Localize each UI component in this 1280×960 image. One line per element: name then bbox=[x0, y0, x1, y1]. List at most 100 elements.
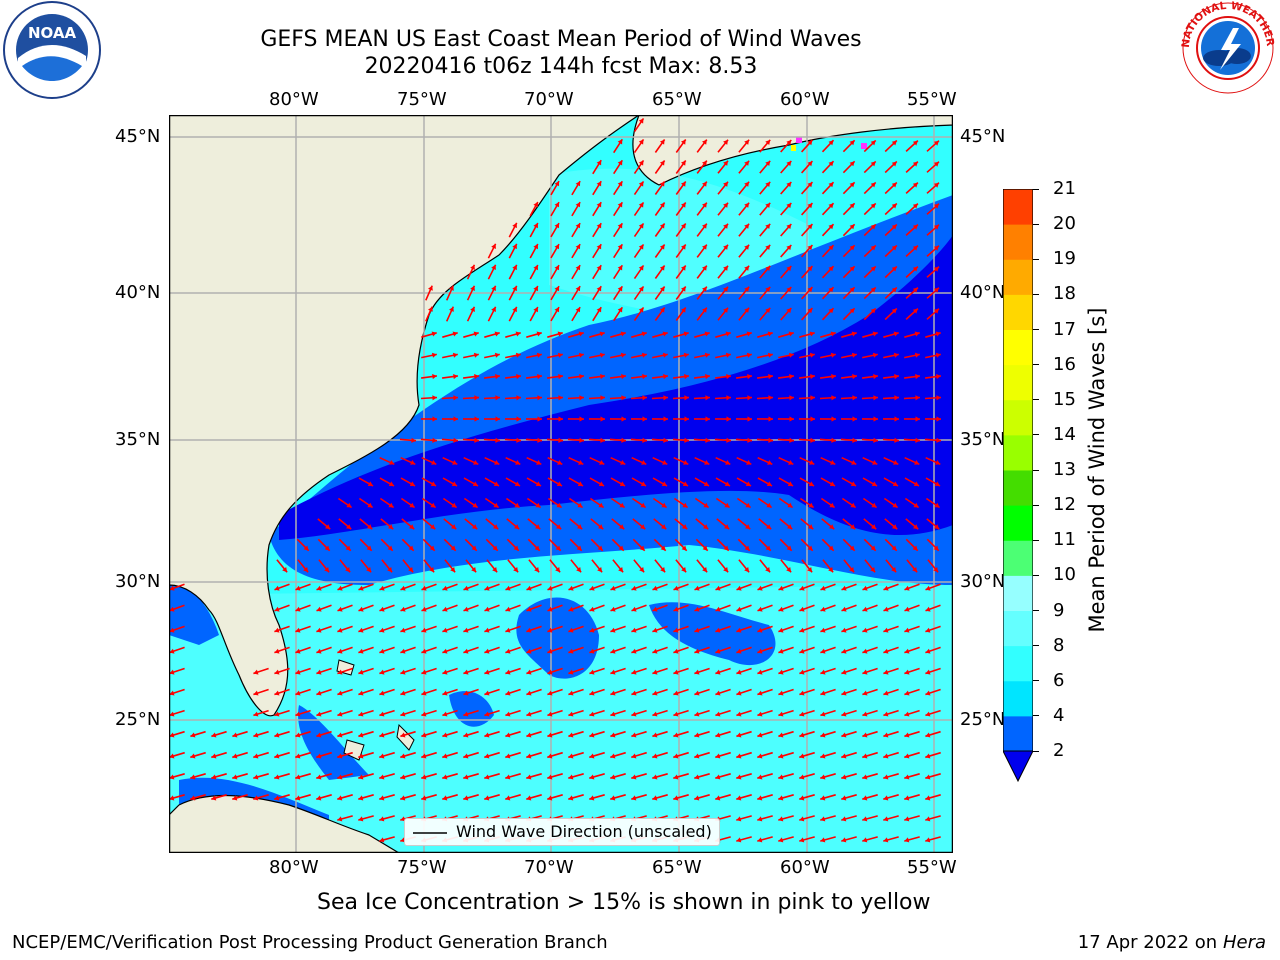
wind-wave-arrow-head bbox=[705, 416, 710, 422]
wind-wave-arrow-head bbox=[703, 502, 709, 508]
wind-wave-arrow-head bbox=[554, 286, 559, 292]
wind-wave-arrow-head bbox=[379, 816, 385, 822]
wind-wave-arrow-head bbox=[736, 732, 742, 738]
wind-wave-arrow-head bbox=[808, 481, 814, 486]
wind-wave-arrow-head bbox=[534, 545, 540, 551]
colorbar-swatch bbox=[1003, 470, 1033, 506]
wind-wave-arrow-head bbox=[915, 416, 920, 422]
wind-wave-arrow-head bbox=[862, 837, 868, 843]
wind-wave-arrow-head bbox=[747, 437, 752, 443]
wind-wave-arrow-head bbox=[556, 524, 562, 530]
wind-wave-arrow-head bbox=[786, 224, 792, 230]
wind-wave-arrow-head bbox=[316, 627, 322, 633]
wind-wave-arrow-head bbox=[715, 795, 721, 801]
wind-wave-arrow-head bbox=[474, 416, 479, 422]
wind-wave-arrow-head bbox=[891, 266, 897, 272]
wind-wave-arrow-head bbox=[484, 606, 490, 612]
wind-wave-arrow-head bbox=[904, 732, 910, 738]
wind-wave-arrow-head bbox=[388, 481, 394, 486]
wind-wave-arrow-head bbox=[704, 460, 710, 465]
wind-wave-arrow-head bbox=[702, 181, 707, 187]
wind-wave-arrow-head bbox=[894, 437, 899, 443]
wind-wave-arrow-head bbox=[617, 244, 623, 250]
wind-wave-arrow-head bbox=[169, 774, 175, 780]
wind-wave-arrow-head bbox=[505, 606, 511, 612]
land-cuba bbox=[168, 794, 402, 854]
wind-wave-arrow-head bbox=[533, 286, 538, 292]
wind-wave-arrow-head bbox=[694, 732, 700, 738]
wind-wave-arrow-head bbox=[579, 437, 584, 443]
wind-wave-arrow-head bbox=[766, 524, 772, 530]
wind-wave-arrow-head bbox=[652, 795, 658, 801]
wind-wave-arrow-head bbox=[379, 795, 385, 801]
wind-wave-arrow-head bbox=[849, 245, 855, 251]
period-patch-south-3 bbox=[449, 691, 494, 727]
wind-wave-arrow-head bbox=[578, 331, 584, 337]
wind-wave-arrow-head bbox=[610, 753, 616, 759]
wind-wave-arrow-head bbox=[568, 606, 574, 612]
sea-ice-marker-1 bbox=[796, 137, 802, 143]
wind-wave-arrow-head bbox=[473, 460, 479, 465]
wind-wave-arrow-head bbox=[535, 524, 541, 530]
wind-wave-arrow-head bbox=[631, 606, 637, 612]
wind-wave-arrow-head bbox=[536, 460, 542, 465]
colorbar-tick-mark bbox=[1033, 539, 1039, 541]
wind-wave-arrow-head bbox=[631, 648, 637, 654]
wind-wave-arrow-head bbox=[428, 306, 433, 312]
wind-wave-arrow-head bbox=[450, 545, 456, 551]
wind-wave-arrow-head bbox=[547, 648, 553, 654]
wind-wave-arrow-head bbox=[765, 307, 771, 313]
wind-wave-arrow-head bbox=[449, 285, 454, 291]
wind-wave-arrow-head bbox=[640, 524, 646, 530]
colorbar bbox=[1002, 188, 1034, 784]
wind-wave-arrow-head bbox=[554, 265, 559, 271]
wind-wave-arrow-head bbox=[850, 481, 856, 486]
wind-wave-arrow-head bbox=[807, 161, 813, 167]
wind-wave-arrow-head bbox=[799, 795, 805, 801]
wind-wave-arrow-head bbox=[715, 648, 721, 654]
period-band-below-2 bbox=[279, 235, 953, 540]
wind-wave-arrow-head bbox=[757, 711, 763, 717]
wind-wave-arrow-head bbox=[757, 648, 763, 654]
wind-wave-arrow-head bbox=[536, 352, 542, 358]
wind-wave-arrow-head bbox=[799, 585, 805, 591]
wind-wave-arrow-head bbox=[303, 545, 309, 551]
wind-wave-arrow-head bbox=[870, 182, 876, 188]
wind-wave-arrow-head bbox=[421, 690, 427, 696]
wind-wave-arrow-head bbox=[421, 711, 427, 717]
wind-wave-arrow-head bbox=[852, 374, 857, 380]
colorbar-tick-mark bbox=[1033, 469, 1039, 471]
wind-wave-arrow-head bbox=[379, 774, 385, 780]
wind-wave-arrow-head bbox=[914, 352, 920, 358]
wind-wave-arrow-head bbox=[547, 627, 553, 633]
wind-wave-arrow-head bbox=[169, 648, 175, 654]
wind-wave-arrow-head bbox=[325, 524, 331, 530]
wind-wave-arrow-head bbox=[631, 627, 637, 633]
wind-wave-arrow-head bbox=[337, 795, 343, 801]
colorbar-swatch bbox=[1003, 505, 1033, 541]
wind-wave-arrow-head bbox=[410, 460, 416, 465]
wind-wave-arrow-head bbox=[316, 711, 322, 717]
wind-wave-arrow-head bbox=[723, 202, 728, 208]
wind-wave-arrow-head bbox=[492, 567, 498, 573]
wind-wave-arrow-head bbox=[599, 460, 605, 465]
wind-wave-arrow-head bbox=[600, 416, 605, 422]
wind-wave-arrow-head bbox=[702, 160, 707, 166]
wind-wave-arrow-head bbox=[409, 481, 415, 486]
wind-wave-arrow-head bbox=[515, 331, 521, 337]
wind-wave-arrow-head bbox=[533, 202, 538, 208]
wind-wave-arrow-head bbox=[744, 567, 750, 573]
wind-wave-arrow-head bbox=[744, 545, 750, 551]
wind-wave-arrow-head bbox=[891, 545, 897, 551]
wind-wave-arrow-head bbox=[491, 306, 496, 312]
lon-label-top-70w: 70°W bbox=[524, 89, 574, 110]
colorbar-tick-label: 15 bbox=[1053, 388, 1076, 410]
wind-wave-arrow-head bbox=[295, 711, 301, 717]
wind-wave-arrow-head bbox=[809, 331, 815, 337]
wind-wave-arrow-head bbox=[925, 627, 931, 633]
wind-wave-arrow-head bbox=[253, 711, 259, 717]
wind-wave-arrow-head bbox=[715, 711, 721, 717]
wind-wave-arrow-head bbox=[744, 244, 750, 250]
wind-wave-arrow-head bbox=[211, 732, 217, 738]
lat-label-right-25n: 25°N bbox=[960, 709, 1006, 730]
